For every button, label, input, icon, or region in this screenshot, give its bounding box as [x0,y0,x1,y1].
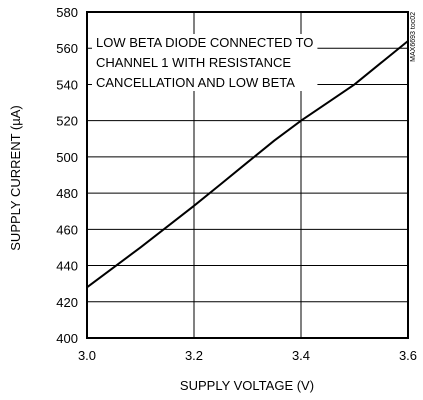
x-axis-label: SUPPLY VOLTAGE (V) [180,378,314,393]
y-tick-label: 540 [56,77,78,92]
y-tick-label: 560 [56,41,78,56]
annotation-background [92,34,318,91]
y-tick-label: 480 [56,186,78,201]
x-tick-label: 3.4 [292,348,310,363]
x-ticks: 3.0 3.2 3.4 3.6 [78,348,417,363]
series-line [86,40,409,289]
x-tick-label: 3.2 [185,348,203,363]
y-tick-label: 400 [56,331,78,346]
y-tick-label: 440 [56,259,78,274]
annotation-line-2: CHANNEL 1 WITH RESISTANCE [96,55,291,70]
y-tick-label: 580 [56,5,78,20]
figure-code: MAX6693 toc02 [410,12,417,62]
x-tick-label: 3.6 [399,348,417,363]
annotation-line-3: CANCELLATION AND LOW BETA [96,75,295,90]
y-tick-label: 420 [56,295,78,310]
annotation-line-1: LOW BETA DIODE CONNECTED TO [96,35,313,50]
plot-frame [86,11,409,339]
y-ticks: 400 420 440 460 480 500 520 540 560 580 [56,5,78,346]
y-tick-label: 520 [56,114,78,129]
y-tick-label: 500 [56,150,78,165]
y-axis-label: SUPPLY CURRENT (µA) [8,105,23,250]
y-tick-label: 460 [56,222,78,237]
x-tick-label: 3.0 [78,348,96,363]
